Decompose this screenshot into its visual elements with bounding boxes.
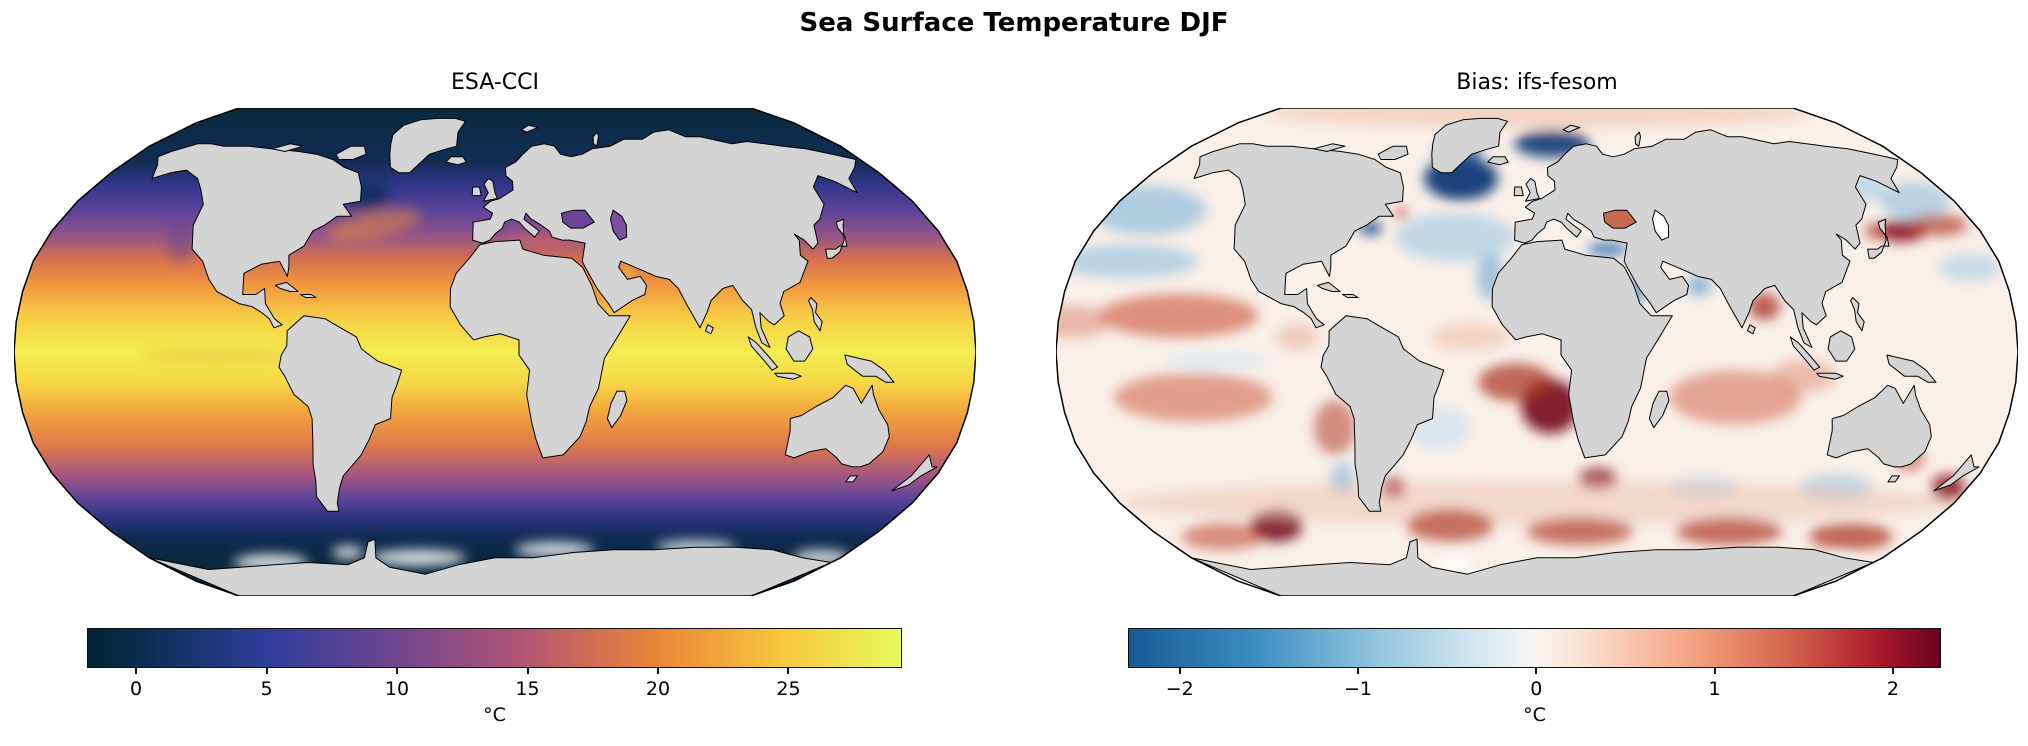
lake-caspian	[1651, 209, 1670, 241]
land-australia	[1826, 384, 1932, 468]
land-cuba	[1317, 281, 1341, 292]
lake-black-sea	[1602, 209, 1637, 229]
colorbar-tick	[1356, 668, 1359, 674]
land-uk	[482, 178, 498, 202]
land-masses	[148, 117, 938, 596]
land-borneo	[1827, 330, 1856, 362]
land-victoria-is	[271, 143, 304, 152]
map-outline	[14, 108, 976, 596]
land-antarctica	[1190, 538, 1874, 596]
land-masses	[1190, 117, 1980, 596]
land-ireland	[1513, 186, 1524, 197]
colorbar-tick-label: 20	[645, 678, 671, 700]
panel-title-esa-cci: ESA-CCI	[451, 70, 539, 95]
land-new-guinea	[1886, 354, 1937, 383]
map-esa-cci	[14, 108, 976, 596]
colorbar-tick-label: 10	[384, 678, 410, 700]
colorbar-tick-label: 1	[1708, 678, 1721, 700]
colorbar-tick-label: 0	[130, 678, 143, 700]
colorbar-tick	[1713, 668, 1716, 674]
colorbar-tick-label: 25	[776, 678, 801, 700]
land-java	[1816, 372, 1844, 380]
world-map-svg	[1056, 108, 2018, 596]
colorbar-gradient-sst	[87, 628, 902, 668]
colorbar-tick	[1891, 668, 1894, 674]
sst-field	[14, 108, 976, 596]
map-bias-ifs-fesom	[1056, 108, 2018, 596]
colorbar-tick	[1178, 668, 1181, 674]
colorbar-tick	[787, 668, 790, 674]
colorbar-tick	[526, 668, 529, 674]
land-japan	[825, 218, 848, 259]
land-greenland	[389, 117, 466, 174]
land-novaya-zemlya	[1634, 131, 1641, 147]
land-north-america	[1193, 143, 1404, 329]
land-cuba	[275, 281, 299, 292]
land-eurasia	[472, 129, 858, 348]
colorbar-tick-label: 15	[515, 678, 540, 700]
land-java	[774, 372, 802, 380]
land-south-america	[278, 315, 403, 512]
land-uk	[1524, 178, 1540, 202]
land-iceland	[1487, 156, 1509, 166]
land-sumatra	[1789, 336, 1821, 371]
map-outline	[1056, 108, 2018, 596]
colorbar-tick-label: −1	[1343, 678, 1372, 700]
colorbar-tick	[135, 668, 138, 674]
bias-field	[1056, 108, 2018, 596]
land-tasmania	[1887, 475, 1900, 483]
panel-title-bias: Bias: ifs-fesom	[1456, 70, 1618, 95]
land-baffin	[1377, 145, 1409, 160]
land-new-zealand	[891, 454, 938, 492]
land-hispaniola	[300, 294, 317, 298]
land-north-america	[151, 143, 362, 329]
land-new-zealand	[1933, 454, 1980, 492]
colorbar-unit-label-sst: °C	[483, 704, 506, 726]
figure-title: Sea Surface Temperature DJF	[799, 8, 1229, 38]
land-madagascar	[606, 390, 628, 429]
land-tasmania	[845, 475, 858, 483]
land-sri-lanka	[704, 324, 714, 335]
lake-black-sea	[560, 209, 595, 229]
lake-caspian	[609, 209, 628, 241]
colorbar-unit-label-bias: °C	[1523, 704, 1546, 726]
world-map-svg	[14, 108, 976, 596]
land-hispaniola	[1342, 294, 1359, 298]
land-madagascar	[1648, 390, 1670, 429]
land-greenland	[1431, 117, 1508, 174]
colorbar-bias: °C −2 −1 0 1 2	[1128, 628, 1941, 726]
land-philippines	[808, 297, 823, 332]
land-novaya-zemlya	[592, 131, 599, 147]
land-africa	[449, 239, 631, 459]
colorbar-tick-label: 2	[1886, 678, 1899, 700]
land-sumatra	[747, 336, 779, 371]
land-victoria-is	[1313, 143, 1346, 152]
land-baffin	[335, 145, 367, 160]
colorbar-tick	[265, 668, 268, 674]
land-philippines	[1850, 297, 1865, 332]
land-svalbard	[1562, 124, 1581, 133]
colorbar-tick	[396, 668, 399, 674]
colorbar-tick	[1535, 668, 1538, 674]
colorbar-gradient-bias	[1128, 628, 1941, 668]
colorbar-tick	[656, 668, 659, 674]
colorbar-tick-label: 5	[260, 678, 273, 700]
land-iceland	[445, 156, 467, 166]
land-borneo	[785, 330, 814, 362]
land-antarctica	[148, 538, 832, 596]
land-japan	[1867, 218, 1890, 259]
land-ireland	[471, 186, 482, 197]
land-sri-lanka	[1746, 324, 1756, 335]
land-australia	[784, 384, 890, 468]
land-eurasia	[1514, 129, 1900, 348]
land-africa	[1491, 239, 1673, 459]
colorbar-tick-label: −2	[1165, 678, 1194, 700]
land-south-america	[1320, 315, 1445, 512]
colorbar-tick-label: 0	[1530, 678, 1543, 700]
colorbar-sst: °C 0 5 10 15 20 25	[87, 628, 902, 726]
land-svalbard	[520, 124, 539, 133]
land-new-guinea	[844, 354, 895, 383]
